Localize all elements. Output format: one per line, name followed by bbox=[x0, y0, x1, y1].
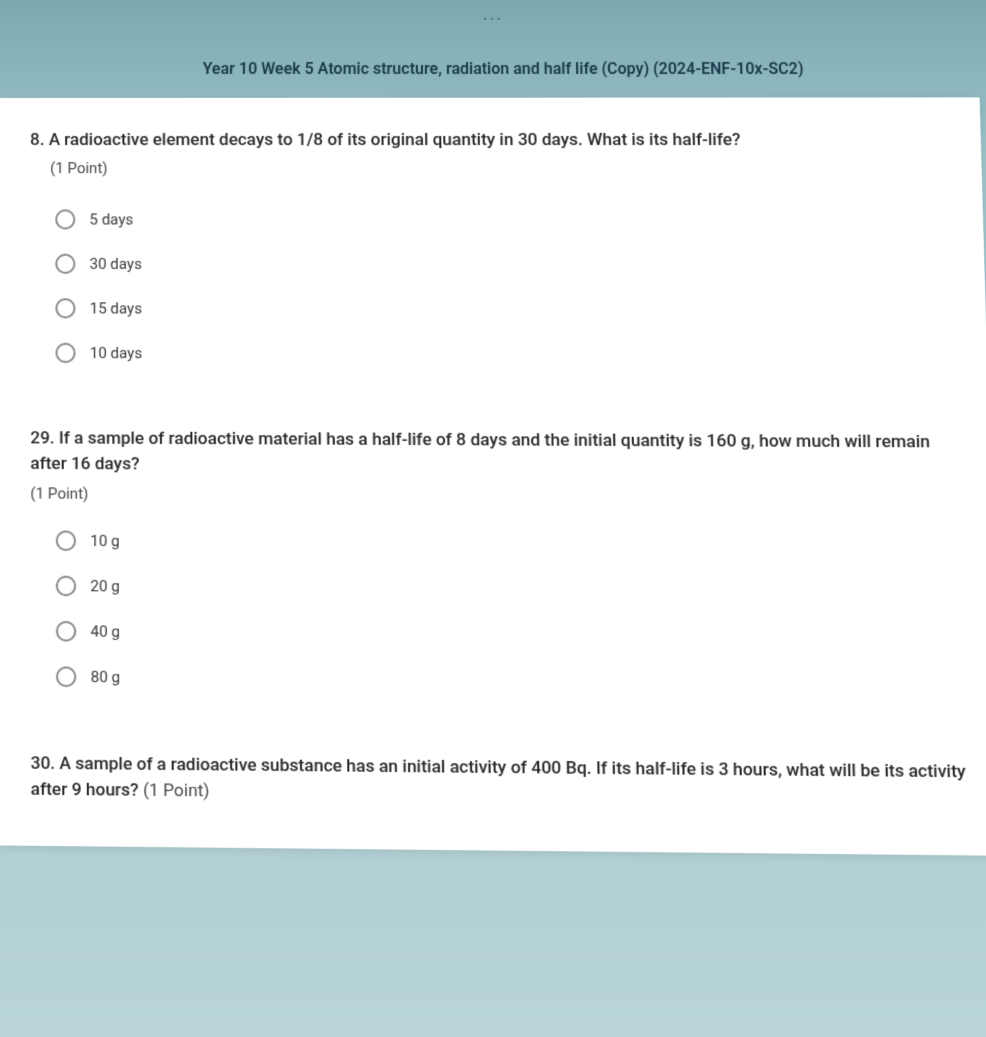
quiz-header: Year 10 Week 5 Atomic structure, radiati… bbox=[0, 29, 986, 98]
radio-icon[interactable] bbox=[55, 342, 75, 362]
option-label: 20 g bbox=[90, 576, 120, 595]
option-label: 80 g bbox=[91, 667, 121, 686]
option-row[interactable]: 15 days bbox=[30, 285, 955, 332]
option-label: 5 days bbox=[89, 210, 133, 228]
option-label: 10 g bbox=[90, 531, 120, 550]
question-text: 30. A sample of a radioactive substance … bbox=[31, 751, 969, 813]
question-28: 8. A radioactive element decays to 1/8 o… bbox=[10, 128, 956, 378]
question-points: (1 Point) bbox=[30, 159, 951, 178]
option-row[interactable]: 20 g bbox=[30, 563, 963, 615]
option-row[interactable]: 30 days bbox=[30, 241, 954, 287]
option-label: 30 days bbox=[90, 254, 142, 272]
header-ellipsis: ... bbox=[0, 0, 986, 29]
option-row[interactable]: 10 days bbox=[30, 330, 956, 378]
radio-icon[interactable] bbox=[55, 298, 75, 318]
radio-icon[interactable] bbox=[56, 620, 76, 641]
option-row[interactable]: 10 g bbox=[30, 517, 961, 568]
radio-icon[interactable] bbox=[56, 666, 76, 687]
question-text: 8. A radioactive element decays to 1/8 o… bbox=[30, 128, 950, 154]
question-29: 29. If a sample of radioactive material … bbox=[10, 425, 965, 706]
radio-icon[interactable] bbox=[56, 575, 76, 596]
option-row[interactable]: 40 g bbox=[30, 608, 964, 660]
option-label: 15 days bbox=[90, 299, 142, 317]
question-30: 30. A sample of a radioactive substance … bbox=[10, 750, 968, 812]
radio-icon[interactable] bbox=[55, 253, 75, 273]
quiz-title: Year 10 Week 5 Atomic structure, radiati… bbox=[79, 59, 926, 78]
radio-icon[interactable] bbox=[55, 209, 75, 229]
radio-icon[interactable] bbox=[56, 530, 76, 551]
option-row[interactable]: 5 days bbox=[30, 197, 953, 243]
option-label: 10 days bbox=[90, 343, 143, 361]
question-text: 29. If a sample of radioactive material … bbox=[30, 426, 959, 483]
option-label: 40 g bbox=[90, 622, 120, 641]
question-points: (1 Point) bbox=[30, 484, 88, 503]
option-row[interactable]: 80 g bbox=[30, 653, 965, 706]
quiz-card: 8. A radioactive element decays to 1/8 o… bbox=[0, 97, 986, 855]
